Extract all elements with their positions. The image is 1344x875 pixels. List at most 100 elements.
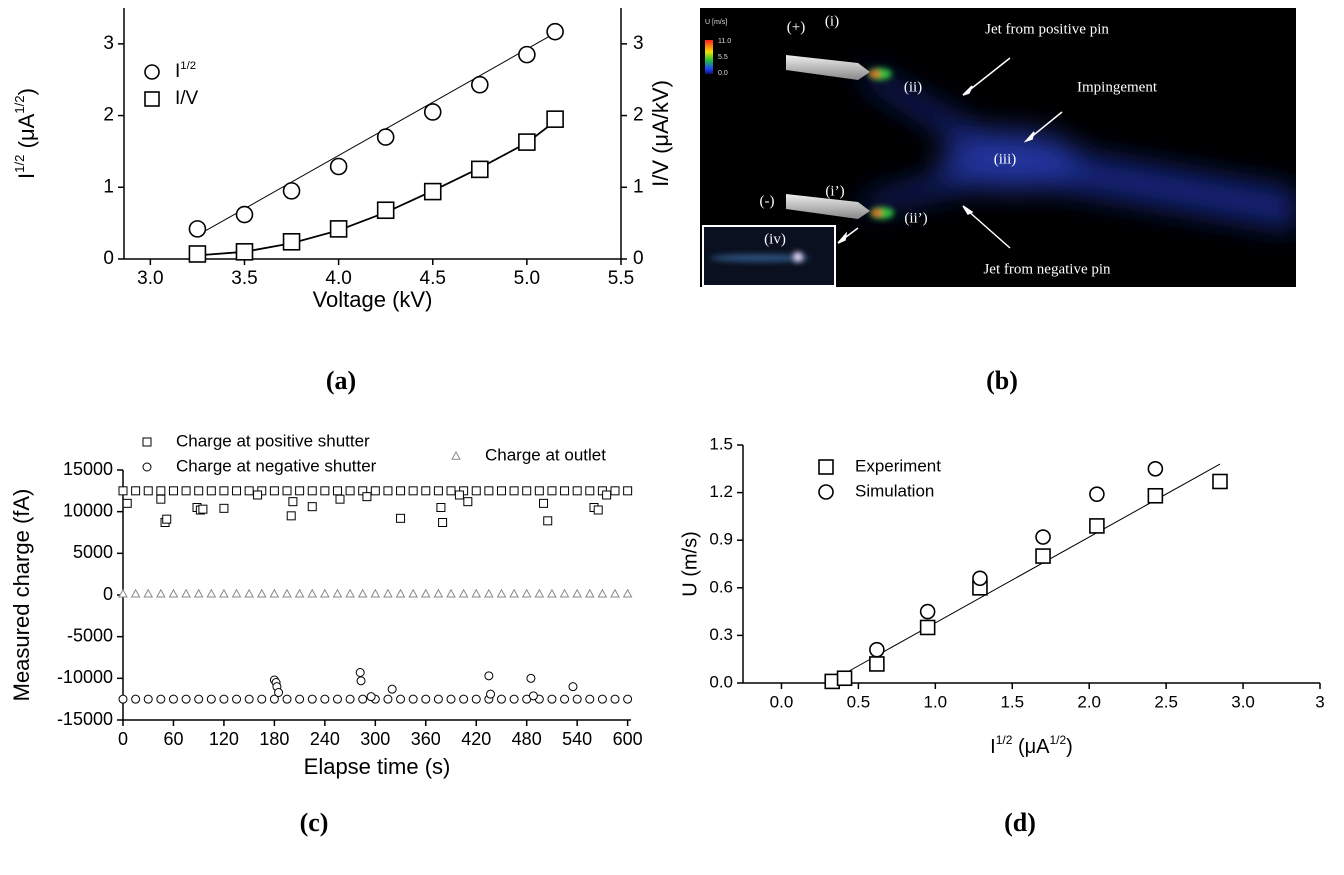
point <box>420 588 431 598</box>
point <box>396 513 406 523</box>
point <box>357 588 368 598</box>
point <box>446 588 456 598</box>
annotation: (+) <box>787 19 805 35</box>
point <box>282 182 301 200</box>
point <box>244 694 254 704</box>
y-tick-label: 0.3 <box>709 625 733 644</box>
point <box>345 694 355 704</box>
point <box>433 486 443 496</box>
negative-pin <box>786 194 870 219</box>
point <box>383 486 393 496</box>
point <box>188 245 207 263</box>
point <box>219 694 229 704</box>
point <box>122 498 132 508</box>
colorbar-title: U [m/s] <box>705 19 727 26</box>
y-tick-label: 1.2 <box>709 482 733 501</box>
point <box>181 694 191 704</box>
point <box>597 694 607 704</box>
legend-label: Simulation <box>855 481 934 500</box>
y2-tick-label: 3 <box>633 33 644 54</box>
point <box>610 588 620 598</box>
point <box>593 505 603 515</box>
point <box>585 694 595 704</box>
legend-label: Charge at negative shutter <box>176 456 377 475</box>
legend-label: I/V <box>175 88 199 109</box>
x-tick-label: 3.0 <box>1231 692 1255 711</box>
point <box>376 201 395 220</box>
point <box>543 516 553 526</box>
point <box>383 588 393 598</box>
y2-tick-label: 1 <box>633 176 644 197</box>
series <box>118 486 633 527</box>
point <box>836 670 853 687</box>
point <box>143 588 154 598</box>
y-tick-label: -10000 <box>57 667 113 687</box>
point <box>370 486 380 496</box>
point <box>1147 487 1164 504</box>
point <box>231 588 242 598</box>
annotation: Jet from positive pin <box>985 21 1109 37</box>
x-axis-label: I1/2 (μA1/2) <box>990 733 1073 758</box>
point <box>539 498 549 508</box>
legend-marker <box>818 459 834 475</box>
point <box>610 486 620 496</box>
y-tick-label: 15000 <box>63 459 113 479</box>
point <box>232 486 242 496</box>
point <box>623 486 633 496</box>
point <box>131 486 141 496</box>
point <box>396 486 406 496</box>
series <box>824 473 1228 690</box>
point <box>198 504 208 514</box>
point <box>269 694 279 704</box>
y-axis-label-part: I <box>14 173 39 179</box>
annotation: (i’) <box>825 183 844 199</box>
point <box>232 694 242 704</box>
x-tick-label: 5.5 <box>608 268 634 289</box>
y-axis-label-part: 1/2 <box>12 95 27 113</box>
point <box>168 486 178 496</box>
point <box>193 588 204 598</box>
point <box>454 490 464 500</box>
y-axis-label-part: 1/2 <box>12 155 27 173</box>
x-tick-label: 5.0 <box>514 268 540 289</box>
x-tick-label: 1.5 <box>1000 692 1024 711</box>
annotation: (ii’) <box>904 210 927 226</box>
x-axis-label-part: I <box>990 736 996 758</box>
point <box>181 588 191 598</box>
point <box>560 486 570 496</box>
point <box>972 570 988 587</box>
point <box>307 502 317 512</box>
point <box>518 133 536 151</box>
point <box>329 220 348 238</box>
y-tick-label: -5000 <box>67 625 113 645</box>
point <box>332 588 343 598</box>
y-axis-label: U (m/s) <box>679 531 701 597</box>
velocity-field <box>860 70 1296 230</box>
point <box>471 694 481 704</box>
point <box>282 694 292 704</box>
point <box>206 588 217 598</box>
point <box>387 684 397 694</box>
legend-marker <box>142 462 152 472</box>
point <box>253 490 263 500</box>
point <box>509 694 519 704</box>
point <box>294 588 305 598</box>
point <box>162 514 172 524</box>
x-tick-label: 0.5 <box>847 692 871 711</box>
x-axis-label-part: ) <box>1066 736 1073 758</box>
point <box>408 694 418 704</box>
point <box>1089 518 1105 534</box>
point <box>143 694 153 704</box>
point <box>168 694 178 704</box>
point <box>471 75 489 94</box>
panel-caption: (a) <box>326 366 356 395</box>
point <box>423 103 442 121</box>
point <box>496 486 506 496</box>
x-tick-label: 3.5 <box>231 268 257 289</box>
y-axis-label-part: (μA <box>14 113 39 154</box>
point <box>295 694 305 704</box>
point <box>181 486 191 496</box>
point <box>358 694 368 704</box>
x-tick-label: 540 <box>562 729 592 749</box>
point <box>295 486 305 496</box>
